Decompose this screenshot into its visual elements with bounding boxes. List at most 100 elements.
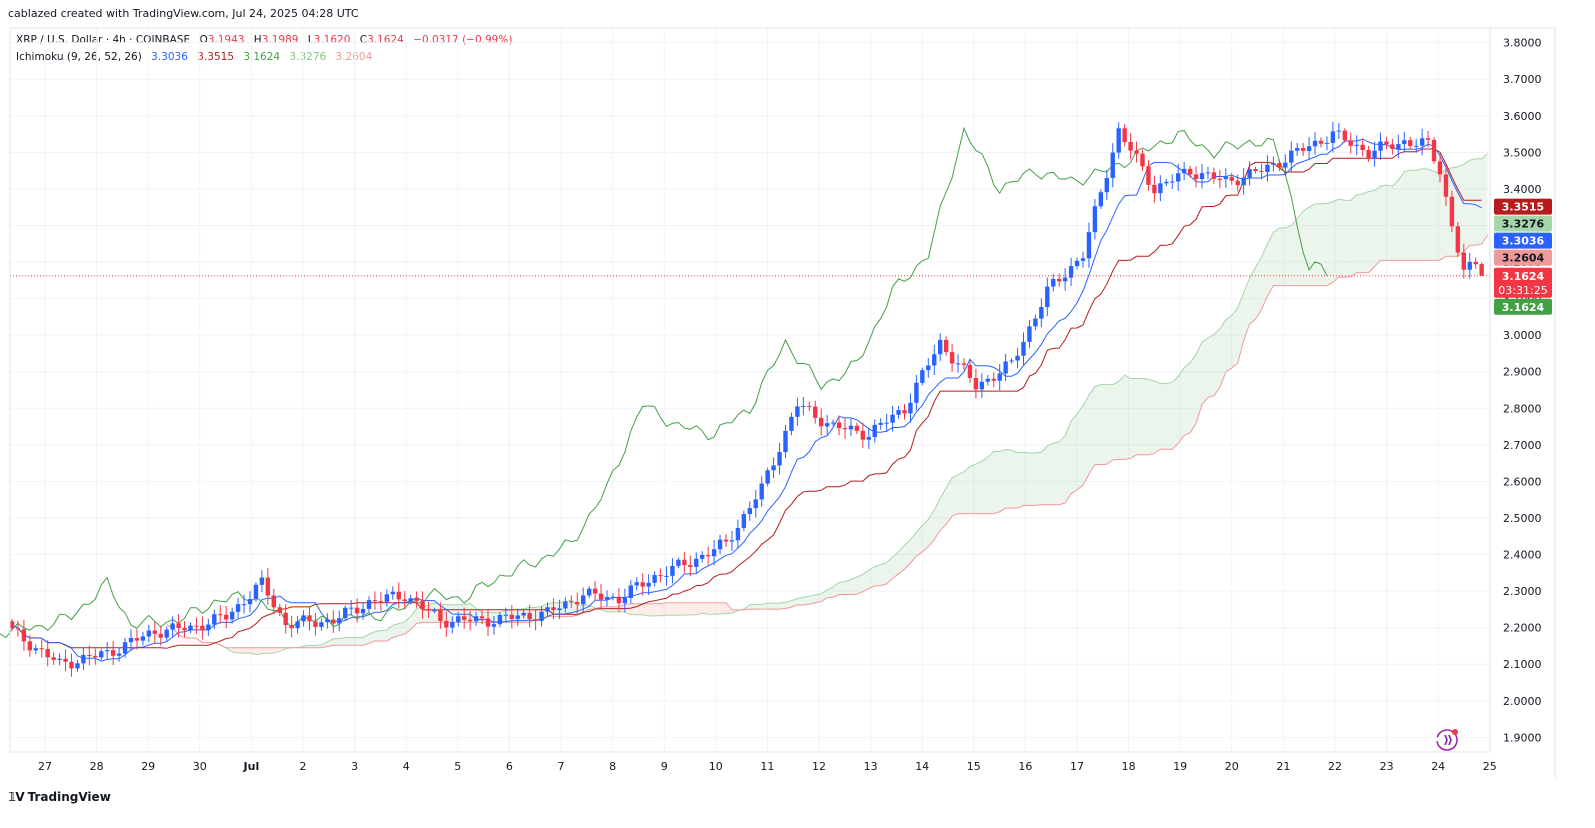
candle-body — [224, 614, 229, 620]
cloud-segment — [1005, 449, 1012, 509]
candle-body — [134, 638, 140, 641]
candle-body — [438, 610, 443, 621]
candle-body — [830, 422, 836, 424]
candle-body — [1265, 164, 1270, 173]
candle-body — [360, 608, 366, 614]
cloud-segment — [1202, 337, 1208, 405]
price-badge-label: 3.3276 — [1502, 218, 1545, 231]
candle-body — [1437, 161, 1443, 175]
candle-body — [212, 614, 217, 625]
candle-body — [343, 607, 348, 619]
candle-body — [485, 618, 491, 627]
cloud-segment — [672, 602, 679, 616]
cloud-segment — [1362, 191, 1369, 273]
candle-body — [158, 633, 163, 638]
candle-body — [378, 601, 384, 603]
cloud-segment — [398, 621, 405, 636]
candle-body — [616, 596, 622, 604]
cloud-segment — [755, 604, 762, 610]
cloud-segment — [1172, 376, 1179, 450]
candle-body — [700, 555, 705, 559]
cloud-segment — [1035, 452, 1042, 506]
cloud-segment — [351, 637, 358, 646]
candle-body — [1003, 361, 1008, 374]
cloud-segment — [910, 532, 917, 563]
cloud-segment — [1338, 199, 1345, 278]
candle-body — [444, 620, 449, 628]
candle-body — [116, 653, 122, 656]
price-tick-label: 3.7000 — [1503, 73, 1542, 86]
candle-body — [1181, 168, 1187, 174]
candle-body — [890, 414, 895, 423]
cloud-segment — [1166, 382, 1173, 450]
cloud-segment — [1112, 381, 1119, 460]
candle-body — [45, 649, 50, 658]
candle-body — [497, 614, 503, 625]
cloud-segment — [1463, 160, 1470, 252]
cloud-segment — [1213, 328, 1220, 396]
candle-body — [1128, 141, 1133, 151]
cloud-segment — [981, 457, 988, 514]
candle-body — [670, 565, 675, 576]
cloud-segment — [1088, 386, 1095, 475]
candle-body — [688, 565, 693, 567]
cloud-segment — [327, 638, 334, 647]
time-tick-label: 27 — [38, 760, 52, 773]
cloud-segment — [1356, 194, 1363, 273]
sparkle-icon[interactable] — [1436, 729, 1458, 751]
cloud-segment — [690, 602, 697, 616]
cloud-segment — [827, 587, 834, 598]
cloud-segment — [642, 603, 649, 616]
candle-body — [753, 499, 758, 509]
candle-body — [146, 630, 152, 637]
time-tick-label: 9 — [661, 760, 668, 773]
price-badge-label: 3.1624 — [1502, 270, 1545, 283]
tradingview-logo[interactable]: 𝟙V TradingView — [8, 790, 111, 804]
candle-body — [694, 558, 699, 567]
candle-body — [1425, 138, 1431, 140]
cloud-segment — [839, 581, 845, 595]
cloud-segment — [1023, 452, 1030, 506]
candle-body — [705, 555, 711, 557]
candle-body — [1062, 277, 1068, 282]
cloud-segment — [380, 630, 387, 641]
cloud-segment — [952, 474, 959, 517]
price-badge-label: 3.2604 — [1502, 252, 1545, 265]
cloud-segment — [309, 645, 316, 648]
candle-body — [1068, 266, 1074, 278]
candle-body — [176, 623, 181, 628]
cloud-segment — [1011, 450, 1018, 509]
cloud-segment — [660, 602, 667, 616]
candle-body — [729, 540, 735, 542]
cloud-segment — [1434, 171, 1440, 261]
time-tick-label: 25 — [1483, 760, 1497, 773]
candle-body — [1277, 163, 1282, 168]
cloud-segment — [1047, 443, 1054, 505]
cloud-segment — [779, 602, 786, 610]
indicator-lagging-value: 3.1624 — [243, 51, 281, 63]
candle-body — [1342, 130, 1347, 141]
candle-body — [396, 591, 401, 600]
time-tick-label: 18 — [1122, 760, 1136, 773]
candle-body — [1283, 162, 1288, 168]
candle-body — [824, 423, 830, 427]
candle-body — [1318, 140, 1324, 144]
price-badge-label: 3.1624 — [1502, 301, 1545, 314]
candle-body — [1330, 131, 1336, 143]
price-tick-label: 2.7000 — [1503, 439, 1542, 452]
cloud-segment — [868, 566, 875, 589]
candle-body — [467, 619, 473, 622]
indicator-conversion-value: 3.3036 — [151, 51, 188, 63]
cloud-segment — [702, 602, 709, 615]
candle-body — [253, 584, 259, 600]
candle-body — [1199, 173, 1205, 180]
cloud-segment — [708, 602, 715, 615]
indicator-legend[interactable]: Ichimoku (9, 26, 52, 26) 3.3036 3.3515 3… — [16, 51, 378, 63]
candle-body — [1098, 192, 1104, 207]
candle-body — [569, 601, 574, 603]
candle-body — [759, 483, 764, 500]
cloud-segment — [238, 647, 245, 654]
candle-body — [479, 616, 485, 619]
candle-body — [949, 352, 955, 364]
